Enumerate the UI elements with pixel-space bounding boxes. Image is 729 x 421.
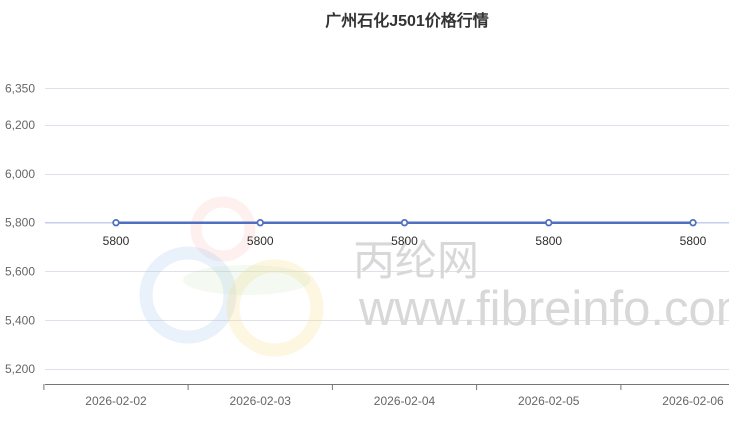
- svg-text:www.fibreinfo.com: www.fibreinfo.com: [358, 282, 729, 336]
- svg-text:5800: 5800: [391, 234, 418, 248]
- svg-text:5800: 5800: [247, 234, 274, 248]
- svg-text:6,350: 6,350: [5, 82, 35, 96]
- svg-text:2026-02-06: 2026-02-06: [662, 394, 724, 408]
- svg-text:5,600: 5,600: [5, 265, 35, 279]
- svg-text:5800: 5800: [535, 234, 562, 248]
- svg-text:2026-02-05: 2026-02-05: [518, 394, 580, 408]
- svg-text:广州石化J501价格行情: 广州石化J501价格行情: [325, 11, 489, 30]
- svg-text:2026-02-03: 2026-02-03: [230, 394, 292, 408]
- svg-text:6,000: 6,000: [5, 167, 35, 181]
- svg-text:6,200: 6,200: [5, 118, 35, 132]
- svg-text:5,200: 5,200: [5, 362, 35, 376]
- svg-text:5800: 5800: [680, 234, 707, 248]
- svg-text:2026-02-02: 2026-02-02: [85, 394, 147, 408]
- svg-text:5800: 5800: [103, 234, 130, 248]
- svg-text:5,400: 5,400: [5, 313, 35, 327]
- svg-text:2026-02-04: 2026-02-04: [374, 394, 436, 408]
- svg-text:5,800: 5,800: [5, 216, 35, 230]
